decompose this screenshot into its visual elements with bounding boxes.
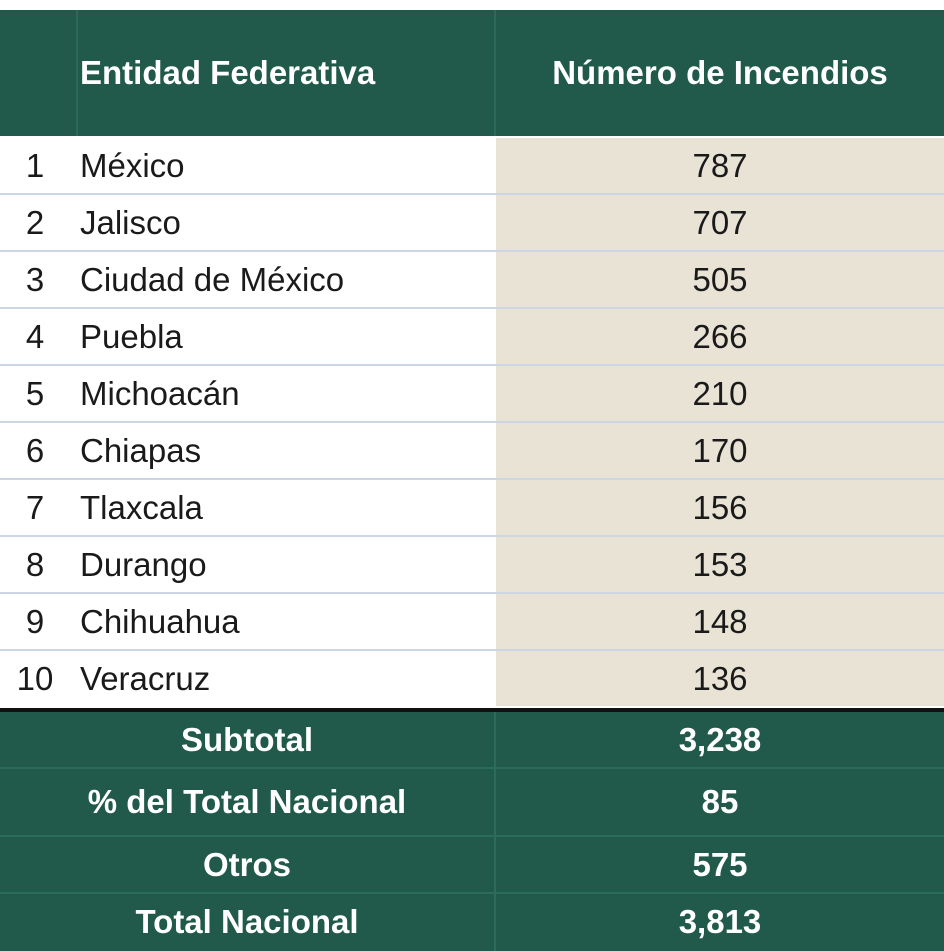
footer-row-separator bbox=[0, 767, 944, 769]
footer-column-divider bbox=[494, 836, 496, 893]
row-entity: Jalisco bbox=[80, 203, 181, 241]
row-count: 156 bbox=[496, 480, 944, 535]
table-row: 8 Durango 153 bbox=[0, 537, 944, 594]
row-rank: 5 bbox=[25, 374, 45, 412]
footer-divider bbox=[0, 708, 944, 712]
row-entity: Tlaxcala bbox=[80, 488, 203, 526]
row-separator bbox=[0, 535, 944, 537]
table-footer: Subtotal 3,238 % del Total Nacional 85 O… bbox=[0, 712, 944, 951]
row-entity: Chiapas bbox=[80, 431, 202, 469]
footer-row-subtotal: Subtotal 3,238 bbox=[0, 712, 944, 769]
row-count: 148 bbox=[496, 594, 944, 649]
top-strip bbox=[0, 0, 944, 10]
row-separator bbox=[0, 649, 944, 651]
row-entity: México bbox=[80, 146, 185, 184]
table-header: Entidad Federativa Número de Incendios bbox=[0, 10, 944, 136]
table-row: 2 Jalisco 707 bbox=[0, 195, 944, 252]
footer-value: 3,238 bbox=[678, 721, 762, 758]
footer-value: 85 bbox=[701, 783, 739, 820]
footer-column-divider bbox=[494, 768, 496, 836]
footer-row-total: Total Nacional 3,813 bbox=[0, 893, 944, 951]
footer-value: 575 bbox=[692, 845, 748, 883]
footer-row-separator bbox=[0, 892, 944, 894]
row-count: 210 bbox=[496, 366, 944, 421]
footer-label: Subtotal bbox=[181, 721, 313, 758]
footer-row-separator bbox=[0, 835, 944, 837]
footer-label: % del Total Nacional bbox=[87, 783, 407, 820]
table-row: 4 Puebla 266 bbox=[0, 309, 944, 366]
footer-label: Total Nacional bbox=[135, 903, 359, 940]
row-count: 170 bbox=[496, 423, 944, 478]
row-separator bbox=[0, 592, 944, 594]
row-separator bbox=[0, 307, 944, 309]
table-row: 6 Chiapas 170 bbox=[0, 423, 944, 480]
row-rank: 8 bbox=[25, 545, 45, 583]
row-entity: Durango bbox=[80, 545, 207, 583]
row-entity: Chihuahua bbox=[80, 602, 240, 640]
row-rank: 6 bbox=[25, 431, 45, 469]
header-divider bbox=[76, 10, 78, 136]
row-entity: Ciudad de México bbox=[80, 260, 345, 298]
row-count: 707 bbox=[496, 195, 944, 250]
row-count: 505 bbox=[496, 252, 944, 307]
row-entity: Puebla bbox=[80, 317, 183, 355]
table-row: 7 Tlaxcala 156 bbox=[0, 480, 944, 537]
header-count: Número de Incendios bbox=[552, 54, 888, 91]
table-row: 9 Chihuahua 148 bbox=[0, 594, 944, 651]
row-separator bbox=[0, 478, 944, 480]
header-entity: Entidad Federativa bbox=[80, 54, 376, 91]
row-rank: 2 bbox=[25, 203, 45, 241]
row-separator bbox=[0, 193, 944, 195]
row-entity: Veracruz bbox=[80, 659, 211, 697]
footer-label: Otros bbox=[202, 845, 291, 883]
row-separator bbox=[0, 364, 944, 366]
row-rank: 7 bbox=[25, 488, 45, 526]
row-entity: Michoacán bbox=[80, 374, 240, 412]
row-rank: 9 bbox=[25, 602, 45, 640]
table-row: 5 Michoacán 210 bbox=[0, 366, 944, 423]
table-row: 1 México 787 bbox=[0, 138, 944, 195]
footer-column-divider bbox=[494, 893, 496, 951]
footer-column-divider bbox=[494, 712, 496, 768]
row-rank: 3 bbox=[25, 260, 45, 298]
row-separator bbox=[0, 421, 944, 423]
footer-row-otros: Otros 575 bbox=[0, 836, 944, 894]
header-rank bbox=[0, 10, 76, 136]
row-rank: 1 bbox=[25, 146, 45, 184]
row-count: 136 bbox=[496, 651, 944, 706]
row-count: 153 bbox=[496, 537, 944, 592]
row-rank: 4 bbox=[25, 317, 45, 355]
row-count: 266 bbox=[496, 309, 944, 364]
footer-row-percent: % del Total Nacional 85 bbox=[0, 768, 944, 837]
footer-value: 3,813 bbox=[678, 903, 762, 940]
header-divider bbox=[494, 10, 496, 136]
table-row: 3 Ciudad de México 505 bbox=[0, 252, 944, 309]
row-separator bbox=[0, 250, 944, 252]
table-row: 10 Veracruz 136 bbox=[0, 651, 944, 706]
row-rank: 10 bbox=[16, 659, 54, 697]
row-count: 787 bbox=[496, 138, 944, 193]
